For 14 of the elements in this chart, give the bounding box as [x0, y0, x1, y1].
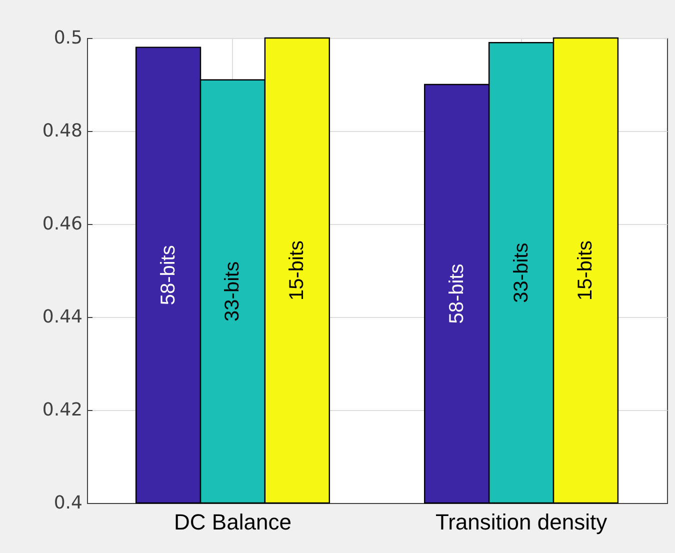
text: 58-bits — [446, 264, 468, 324]
series-label: 33-bits — [222, 261, 244, 322]
series-label: 15-bits — [286, 240, 308, 301]
y-tick-label: 0.48 — [42, 120, 82, 142]
y-tick-label: 0.4 — [54, 492, 82, 514]
y-tick-label: 0.44 — [42, 306, 82, 328]
series-label: 58-bits — [157, 245, 180, 306]
y-tick-label: 0.5 — [54, 28, 82, 48]
y-tick-label: 0.46 — [42, 214, 82, 234]
text: 33-bits — [510, 242, 532, 303]
text: 15-bits — [574, 240, 597, 301]
x-tick-label: Transition density — [435, 510, 608, 534]
y-tick-label: 0.42 — [42, 400, 82, 420]
x-tick-label: DC Balance — [174, 510, 292, 534]
